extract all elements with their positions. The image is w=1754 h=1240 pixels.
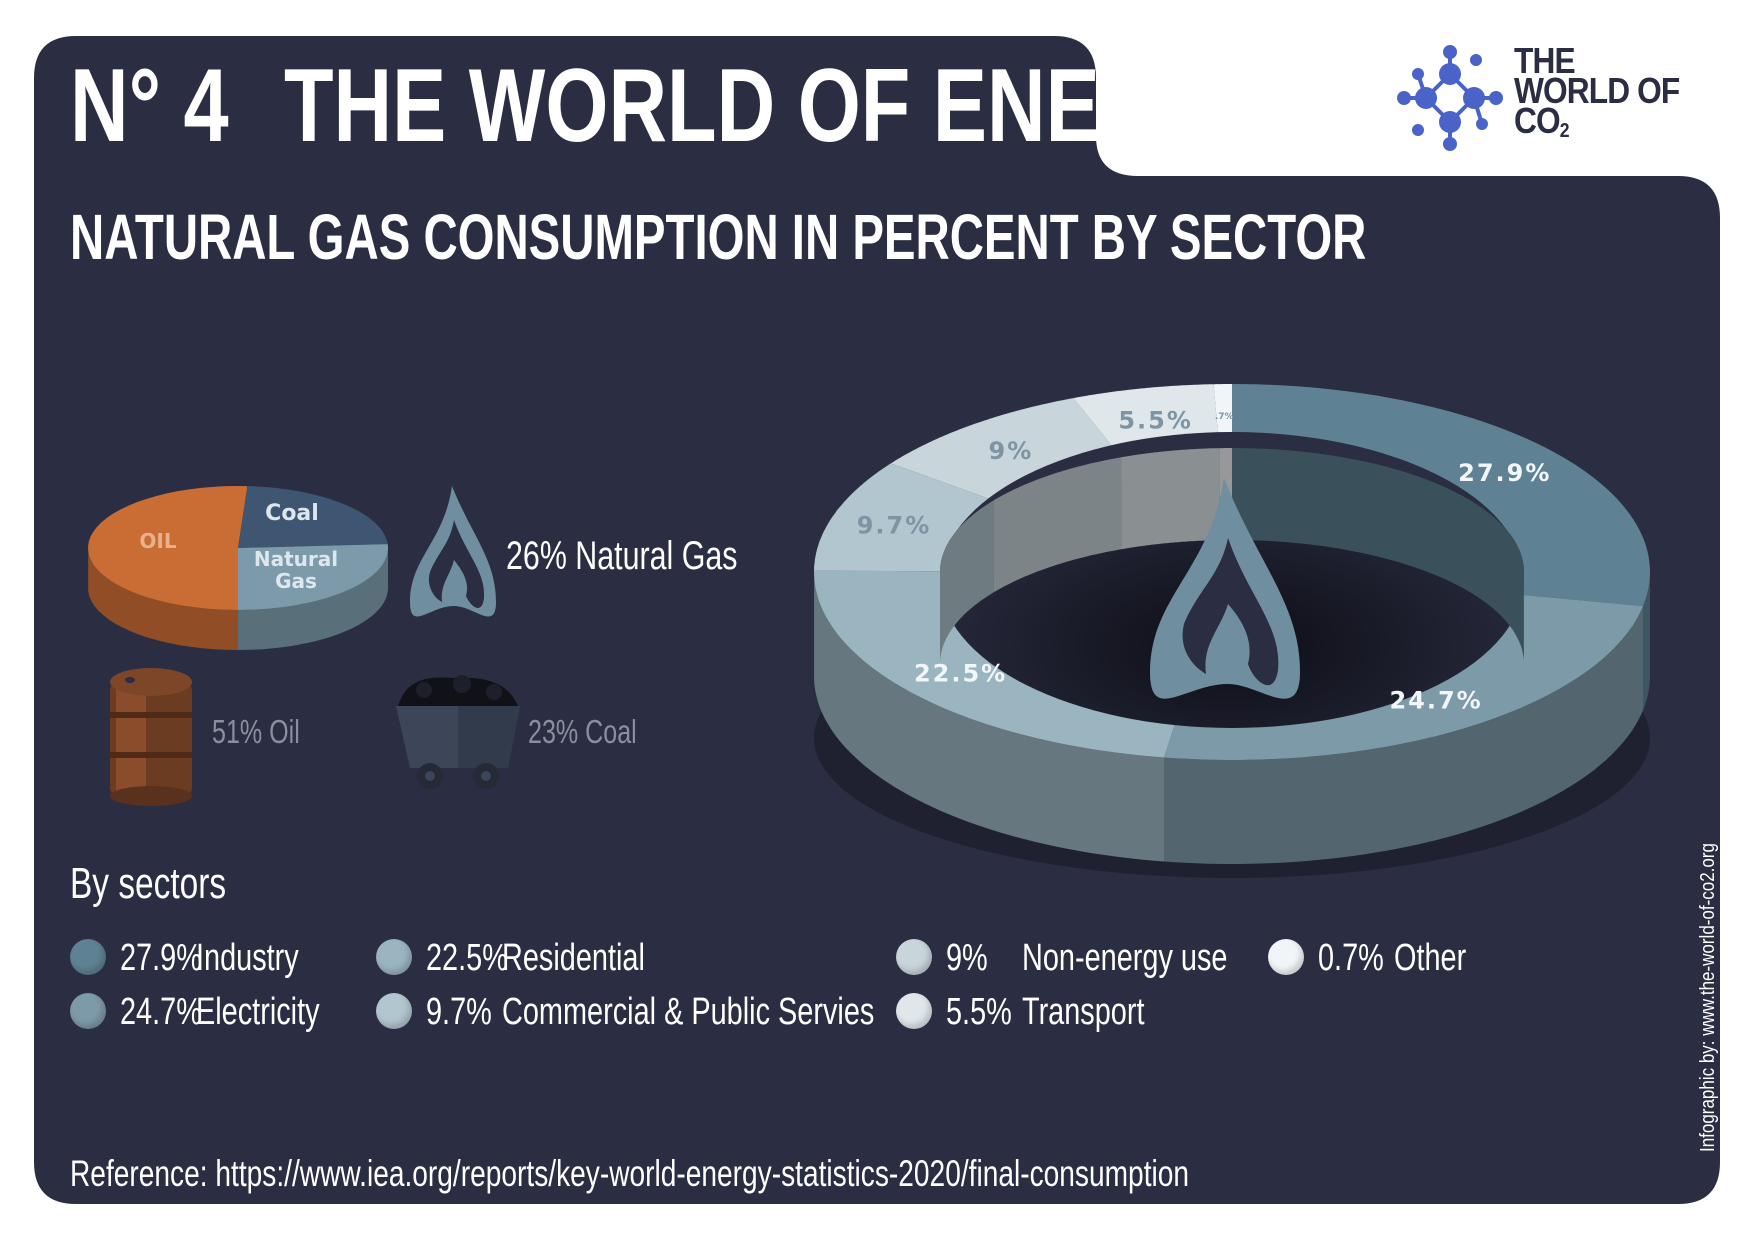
legend-label: Non-energy use <box>1022 937 1228 979</box>
legend-value: 0.7% <box>1318 937 1384 979</box>
sectors-heading: By sectors <box>70 859 227 908</box>
oil-barrel-icon <box>110 668 192 806</box>
donut-side-electricity <box>1164 606 1644 864</box>
legend-value: 9% <box>946 937 988 979</box>
oil-slice <box>88 486 248 610</box>
reference-link[interactable]: Reference: https://www.iea.org/reports/k… <box>70 1153 1190 1194</box>
legend-label: Electricity <box>196 991 320 1033</box>
logo-line-1: THE <box>1514 40 1576 81</box>
donut-side-residential <box>814 575 1164 862</box>
legend-swatch <box>376 939 412 975</box>
donut-inner-wall-industry <box>1232 448 1524 662</box>
issue-number: N° 4 <box>70 48 229 164</box>
sector-donut-chart: 27.9% 24.7% 22.5% 9.7% 9% 5.5% .7% <box>814 384 1650 878</box>
donut-label-commercial: 9.7% <box>857 511 932 539</box>
gas-flame-icon <box>410 486 496 617</box>
legend-swatch <box>1268 939 1304 975</box>
oil-share-label: 51% Oil <box>212 713 300 750</box>
chart-title: NATURAL GAS CONSUMPTION IN PERCENT BY SE… <box>70 201 1367 273</box>
legend-label: Residential <box>502 937 645 979</box>
natural-gas-slice-side <box>238 549 388 650</box>
legend-item-electricity: 24.7% Electricity <box>70 989 490 1033</box>
legend-swatch <box>70 939 106 975</box>
legend-swatch <box>896 939 932 975</box>
legend-item-commercial: 9.7% Commercial & Public Servies <box>376 989 876 1033</box>
legend-label: Transport <box>1022 991 1145 1033</box>
oil-slice-label: OIL <box>139 529 176 553</box>
donut-inner-wall-transport <box>1121 448 1220 550</box>
legend-item-industry: 27.9% Industry <box>70 935 490 979</box>
donut-slice-non-energy <box>890 398 1122 501</box>
oil-slice-side <box>88 551 238 650</box>
donut-label-non-energy: 9% <box>989 437 1034 465</box>
legend-swatch <box>896 993 932 1029</box>
world-of-co2-logo: THE WORLD OF CO2 <box>1396 40 1706 154</box>
natural-gas-slice <box>238 544 388 610</box>
molecule-icon <box>1397 45 1503 151</box>
page-title: THE WORLD OF ENERGY <box>284 48 1276 164</box>
coal-slice-label: Coal <box>265 501 319 526</box>
donut-label-residential: 22.5% <box>914 660 1007 688</box>
legend-label: Commercial & Public Servies <box>502 991 875 1033</box>
legend-item-other: 0.7% Other <box>1268 935 1688 979</box>
donut-label-transport: 5.5% <box>1118 407 1193 435</box>
legend-item-transport: 5.5% Transport <box>896 989 1316 1033</box>
legend-value: 9.7% <box>426 991 492 1033</box>
donut-label-industry: 27.9% <box>1458 459 1551 487</box>
legend-value: 22.5% <box>426 937 508 979</box>
legend-item-non-energy-use: 9% Non-energy use <box>896 935 1316 979</box>
donut-flame-icon <box>1150 478 1300 699</box>
legend-swatch <box>70 993 106 1029</box>
donut-slice-commercial <box>814 463 994 572</box>
natural-gas-slice-label-1: Natural <box>254 547 338 571</box>
coal-cart-icon <box>396 675 520 789</box>
coal-share-label: 23% Coal <box>528 713 637 750</box>
infographic-credit: Infographic by: www.the-world-of-co2.org <box>1697 843 1719 1152</box>
donut-slice-industry <box>1232 384 1650 607</box>
natural-gas-slice-label-2: Gas <box>275 569 317 593</box>
natural-gas-share-label: 26% Natural Gas <box>506 534 738 578</box>
donut-label-other: .7% <box>1215 412 1234 422</box>
donut-inner-wall-non-energy <box>993 457 1122 593</box>
legend-value: 27.9% <box>120 937 202 979</box>
donut-side-industry <box>1643 573 1650 711</box>
coal-slice <box>238 486 388 548</box>
logo-line-3: CO2 <box>1514 100 1570 143</box>
legend-item-residential: 22.5% Residential <box>376 935 796 979</box>
legend-value: 24.7% <box>120 991 202 1033</box>
logo-line-2: WORLD OF <box>1514 70 1680 111</box>
legend-label: Industry <box>196 937 299 979</box>
legend-value: 5.5% <box>946 991 1012 1033</box>
legend-swatch <box>376 993 412 1029</box>
donut-label-electricity: 24.7% <box>1389 687 1482 715</box>
logo-wordmark: THE WORLD OF CO2 <box>1514 40 1680 146</box>
donut-inner-wall-commercial <box>940 500 994 664</box>
legend-label: Other <box>1394 937 1467 979</box>
